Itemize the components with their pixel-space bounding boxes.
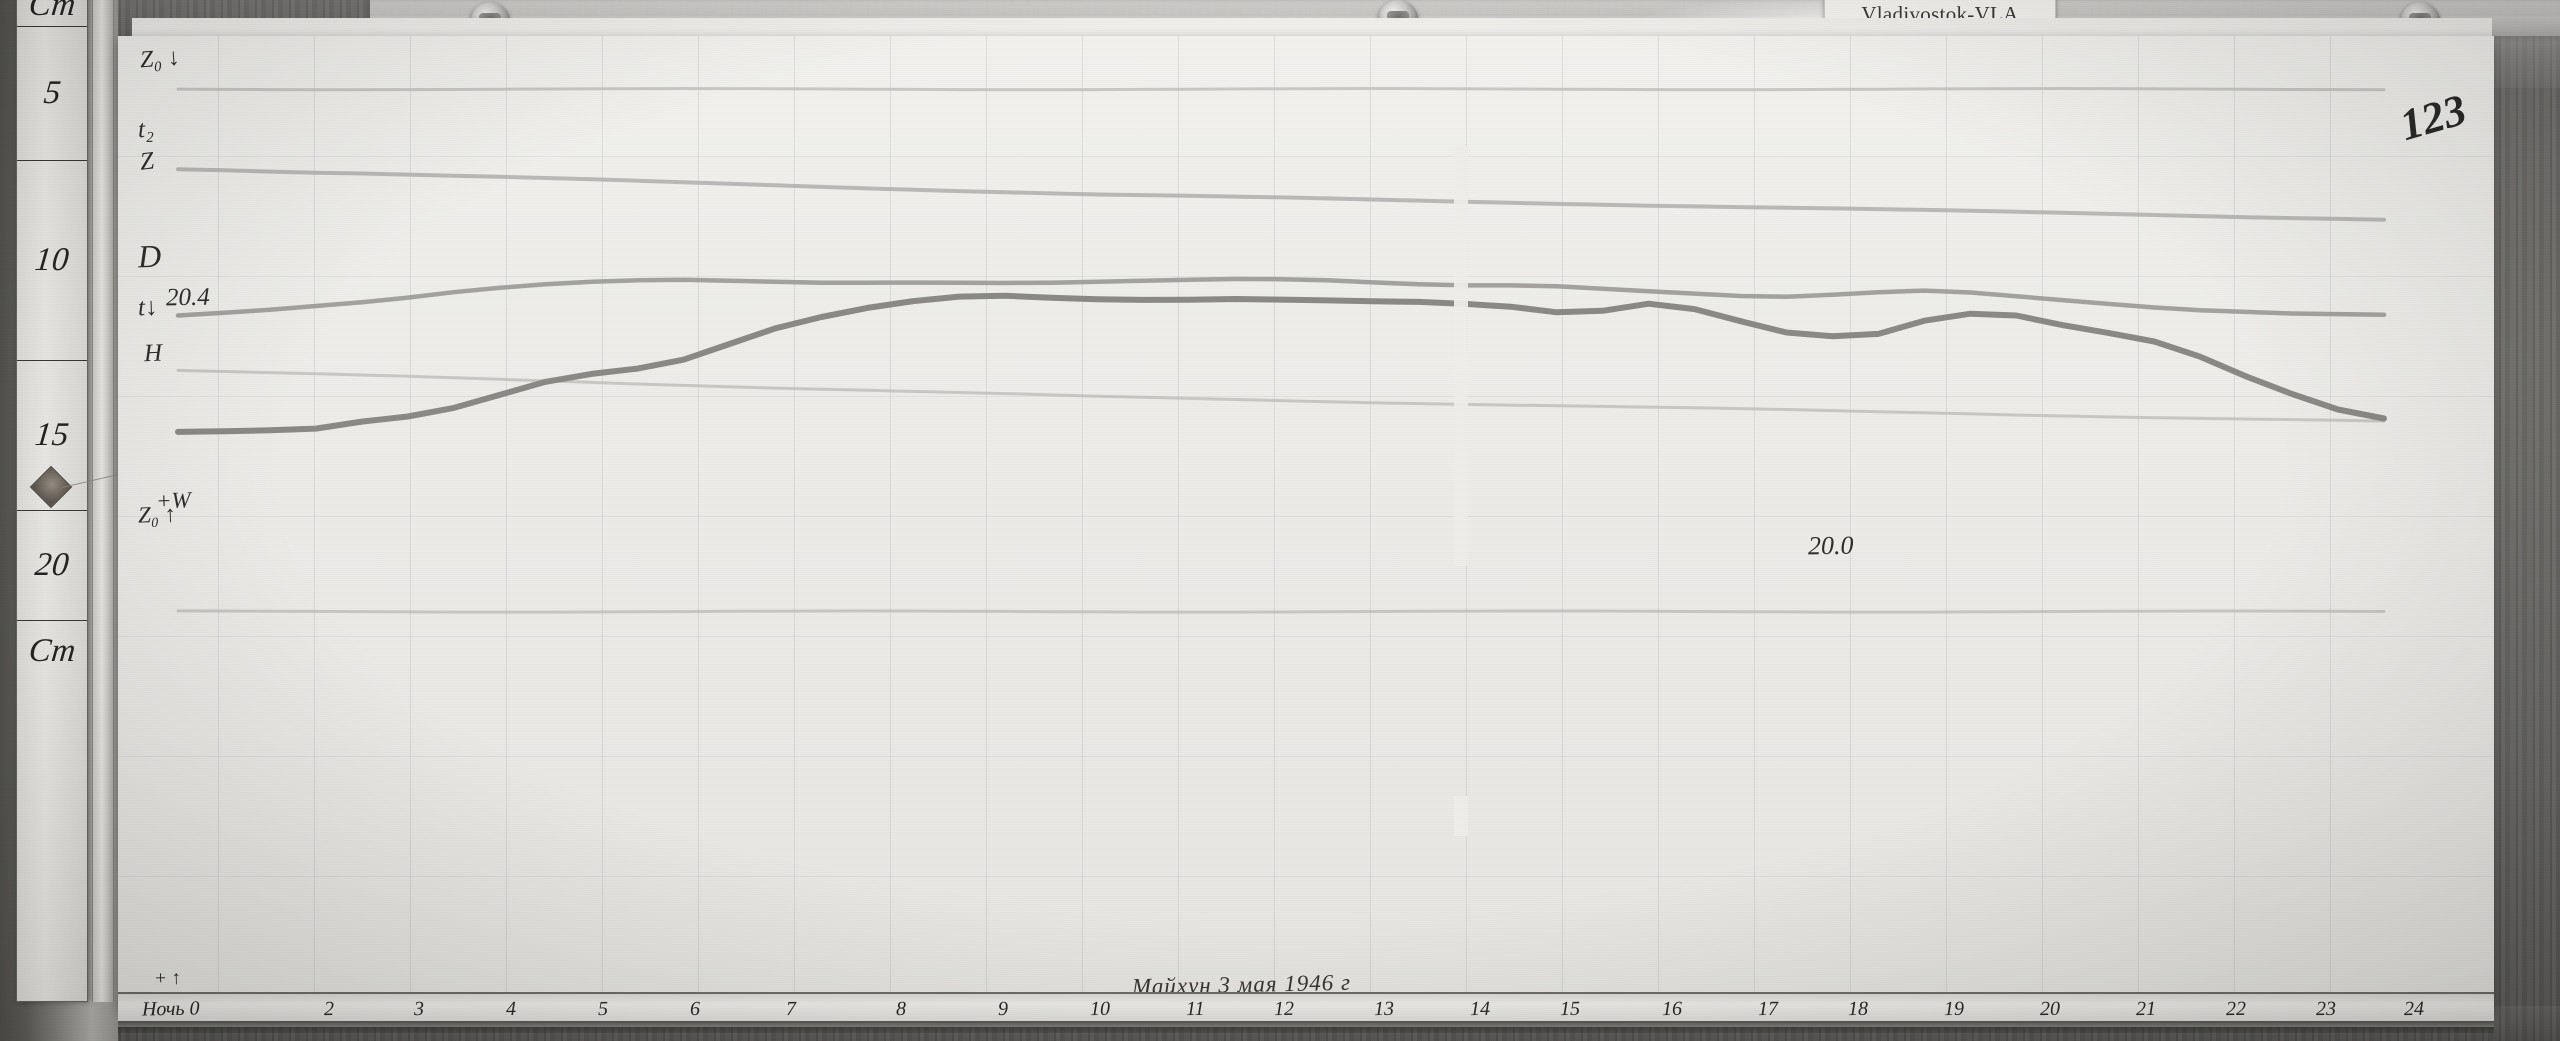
- axis-tick: 4: [505, 997, 517, 1021]
- trace-line: [175, 276, 2387, 318]
- axis-tick: 6: [689, 997, 701, 1021]
- axis-tick: 11: [1185, 997, 1205, 1021]
- axis-tick: 24: [2403, 997, 2425, 1021]
- annotation-z: Z: [138, 147, 156, 176]
- axis-tick: 23: [2315, 997, 2337, 1021]
- ruler-cell-5: 5: [17, 27, 87, 161]
- ruler-label-20: 20: [33, 547, 71, 583]
- ruler-cell-cm-top: Cm: [17, 0, 87, 27]
- gridline-v: [2234, 36, 2235, 1010]
- axis-tick: 21: [2135, 997, 2157, 1021]
- gridline-v: [602, 36, 603, 1010]
- ruler-label-cm-top: Cm: [26, 0, 78, 23]
- axis-tick: 19: [1943, 997, 1965, 1021]
- hour-axis-strip: + ↑ Ночь 0 2 3 4 5 6 7 8 9 10 11 12 13 1…: [118, 968, 2494, 1033]
- ruler-cell-15: 15: [17, 361, 87, 511]
- annotation-mid-value: 20.0: [1807, 530, 1854, 561]
- axis-tick: 14: [1469, 997, 1491, 1021]
- gridline-v: [986, 36, 987, 1010]
- gridline-v: [1274, 36, 1275, 1010]
- axis-tick: 20: [2039, 997, 2061, 1021]
- ruler-guide-rail: [92, 0, 114, 1002]
- gridline-v: [890, 36, 891, 1010]
- axis-tick: 15: [1559, 997, 1581, 1021]
- ruler-cell-cm-bottom: Cm: [17, 621, 87, 681]
- gridline-v: [218, 36, 219, 1010]
- axis-tick: 16: [1661, 997, 1683, 1021]
- trace-line: [175, 292, 2387, 435]
- trace-line: [176, 167, 2386, 222]
- gridline-h: [118, 156, 2494, 157]
- axis-tick: 18: [1847, 997, 1869, 1021]
- axis-tick: 13: [1373, 997, 1395, 1021]
- ruler-label-cm-bottom: Cm: [26, 632, 78, 669]
- axis-tick: 17: [1757, 997, 1779, 1021]
- axis-tick: 2: [323, 997, 335, 1021]
- gridline-h: [118, 636, 2494, 637]
- axis-tick: 9: [997, 997, 1009, 1021]
- gridline-h: [118, 276, 2494, 277]
- timing-break-gap: [1454, 146, 1468, 566]
- ruler-label-5: 5: [41, 75, 63, 111]
- axis-tick: 8: [895, 997, 907, 1021]
- gridline-h: [118, 516, 2494, 517]
- trace-line: [176, 368, 2386, 423]
- gridline-v: [2138, 36, 2139, 1010]
- gridline-v: [1946, 36, 1947, 1010]
- ruler-label-15: 15: [33, 417, 71, 453]
- timing-break-gap-2: [1454, 796, 1468, 836]
- gridline-v: [1370, 36, 1371, 1010]
- axis-tick: 3: [413, 997, 425, 1021]
- gridline-h: [118, 396, 2494, 397]
- gridline-v: [1754, 36, 1755, 1010]
- ruler-label-10: 10: [33, 242, 71, 278]
- gridline-v: [794, 36, 795, 1010]
- axis-tick: 12: [1273, 997, 1295, 1021]
- gridline-v: [1658, 36, 1659, 1010]
- gridline-v: [314, 36, 315, 1010]
- trace-line: [176, 609, 2386, 614]
- trace-svg: [175, 87, 2387, 614]
- gridline-v: [410, 36, 411, 1010]
- gridline-h: [118, 876, 2494, 877]
- sheet-plot-area: [118, 36, 2494, 1010]
- axis-tick: 7: [785, 997, 797, 1021]
- gridline-v: [1850, 36, 1851, 1010]
- axis-tick-origin: Ночь 0: [141, 997, 200, 1021]
- annotation-h: H: [143, 339, 163, 368]
- axis-tick: 5: [597, 997, 609, 1021]
- axis-tick: 10: [1089, 997, 1111, 1021]
- axis-strip-grime: [118, 1021, 2494, 1033]
- annotation-z0-bottom: Z₀ ↑: [137, 501, 177, 528]
- gridline-h: [118, 756, 2494, 757]
- gridline-v: [506, 36, 507, 1010]
- ruler-cell-10: 10: [17, 161, 87, 361]
- magnetogram-sheet: Z₀ ↓ t₂ Z D t↓ 20.4 H 20.0 +W Z₀ ↑ 123: [118, 36, 2494, 1010]
- annotation-d: D: [137, 237, 162, 275]
- ruler-cell-20: 20: [17, 511, 87, 621]
- annotation-t2: t₂: [137, 115, 155, 144]
- gridline-v: [2042, 36, 2043, 1010]
- gridline-v: [1082, 36, 1083, 1010]
- gridline-v: [1562, 36, 1563, 1010]
- gridline-v: [1178, 36, 1179, 1010]
- axis-tick: 22: [2225, 997, 2247, 1021]
- annotation-t-value: 20.4: [165, 283, 210, 312]
- axis-origin-marks: + ↑: [153, 967, 182, 990]
- annotation-t-down: t↓: [137, 293, 158, 322]
- trace-line: [176, 87, 2386, 92]
- annotation-z0-top: Z₀ ↓: [139, 44, 181, 74]
- gridline-v: [698, 36, 699, 1010]
- gridline-v: [2330, 36, 2331, 1010]
